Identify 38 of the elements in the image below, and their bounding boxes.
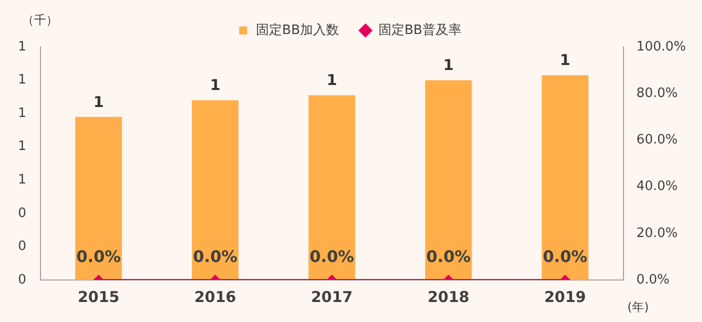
data-label: 1 [443,56,454,74]
data-label: 1 [326,71,338,90]
bar [425,80,472,280]
y-tick-label: 1 [18,39,26,54]
data-label: 0.0% [76,247,121,266]
data-label: 1 [560,51,570,70]
x-tick-label: 2015 [78,288,120,306]
data-label: 0.0% [426,247,471,266]
data-label: 0.0% [310,247,354,266]
legend-label: 固定BB普及率 [378,22,462,38]
y2-tick-label: 0.0% [636,272,670,288]
bar [75,116,122,280]
y-tick-label: 0 [18,272,26,288]
y2-tick-label: 20.0% [636,226,678,241]
data-label: 1 [210,76,220,94]
y-tick-label: 1 [18,106,26,121]
legend-label: 固定BB加入数 [256,22,340,38]
y2-tick-label: 60.0% [636,132,678,148]
data-label: 0.0% [542,247,588,266]
y-tick-label: 1 [18,172,26,188]
bar [542,75,588,280]
bar [192,100,239,280]
y2-tick-label: 40.0% [636,179,678,194]
y-tick-label: 1 [18,72,26,88]
bar [308,95,356,280]
y-tick-label: 0 [18,239,26,254]
data-label: 0.0% [193,247,238,266]
y-tick-label: 0 [18,206,26,221]
x-tick-label: 2019 [544,288,586,306]
y-axis-title: （千） [22,13,58,28]
y2-tick-label: 100.0% [636,39,686,54]
x-tick-label: 2016 [194,288,236,306]
data-label: 1 [93,92,104,111]
y-tick-label: 1 [18,139,26,154]
x-axis-title: (年) [627,300,649,314]
y2-tick-label: 80.0% [636,86,678,101]
x-tick-label: 2017 [310,288,353,306]
x-tick-label: 2018 [428,288,470,306]
